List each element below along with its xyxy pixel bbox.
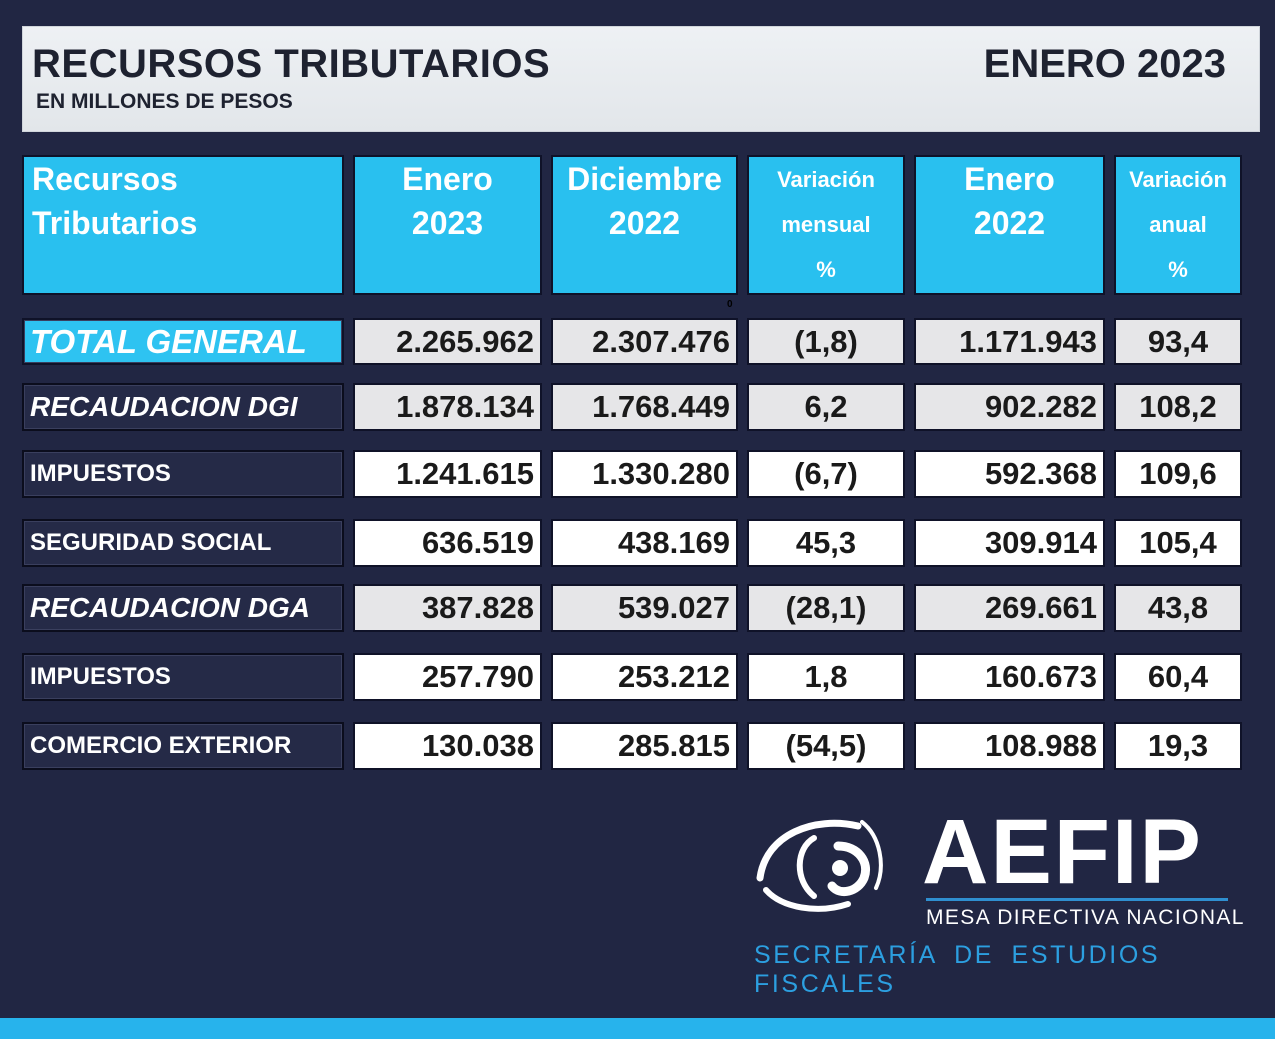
cell-var-mensual: (6,7) [747, 450, 905, 498]
logo-wordmark: AEFIP [922, 801, 1203, 903]
cell-ene2023: 2.265.962 [353, 318, 542, 365]
col-header-enero-2022: Enero 2022 [914, 155, 1105, 295]
row-label-recaudacion-dga: RECAUDACION DGA [22, 584, 344, 632]
col-header-line1: Enero [964, 161, 1055, 197]
cell-dic2022: 285.815 [551, 722, 738, 770]
cell-var-anual: 108,2 [1114, 383, 1242, 431]
col-header-line2: mensual [781, 212, 871, 237]
col-header-variacion-anual: Variación anual % [1114, 155, 1242, 295]
secretaria-label: SECRETARÍA DE ESTUDIOS FISCALES [754, 941, 1161, 998]
cell-dic2022: 539.027 [551, 584, 738, 632]
cell-ene2023: 387.828 [353, 584, 542, 632]
cell-ene2023: 1.878.134 [353, 383, 542, 431]
row-label-total-general: TOTAL GENERAL [22, 318, 344, 365]
cell-var-mensual: (54,5) [747, 722, 905, 770]
page-title: RECURSOS TRIBUTARIOS [32, 42, 551, 86]
col-header-line1: Recursos [32, 161, 178, 197]
cell-ene2023: 257.790 [353, 653, 542, 701]
cell-dic2022: 438.169 [551, 519, 738, 567]
col-header-line1: Diciembre [567, 161, 722, 197]
col-header-line2: Tributarios [32, 205, 198, 241]
row-label-recaudacion-dgi: RECAUDACION DGI [22, 383, 344, 431]
col-header-enero-2023: Enero 2023 [353, 155, 542, 295]
cell-var-anual: 60,4 [1114, 653, 1242, 701]
aefip-eye-logo-icon [756, 819, 883, 912]
col-header-line2: 2023 [411, 205, 484, 241]
cell-ene2023: 130.038 [353, 722, 542, 770]
period-label: ENERO 2023 [983, 42, 1226, 86]
title-banner: RECURSOS TRIBUTARIOS EN MILLONES DE PESO… [22, 26, 1260, 132]
cell-dic2022: 253.212 [551, 653, 738, 701]
col-header-line1: Enero [402, 161, 493, 197]
bottom-accent-bar [0, 1018, 1275, 1039]
cell-var-mensual: 6,2 [747, 383, 905, 431]
col-header-recursos: Recursos Tributarios [22, 155, 344, 295]
col-header-line2: anual [1149, 212, 1207, 237]
cell-ene2022: 592.368 [914, 450, 1105, 498]
cell-dic2022: 1.330.280 [551, 450, 738, 498]
cell-ene2022: 108.988 [914, 722, 1105, 770]
logo-subtitle: MESA DIRECTIVA NACIONAL [926, 906, 1245, 929]
stray-mark: 0 [727, 299, 733, 310]
cell-ene2022: 160.673 [914, 653, 1105, 701]
cell-var-mensual: 1,8 [747, 653, 905, 701]
cell-ene2022: 1.171.943 [914, 318, 1105, 365]
cell-var-mensual: (1,8) [747, 318, 905, 365]
logo-divider [926, 898, 1228, 901]
cell-ene2023: 636.519 [353, 519, 542, 567]
cell-dic2022: 2.307.476 [551, 318, 738, 365]
cell-var-anual: 19,3 [1114, 722, 1242, 770]
cell-ene2022: 269.661 [914, 584, 1105, 632]
row-label-comercio-exterior: COMERCIO EXTERIOR [22, 722, 344, 770]
col-header-line3: % [816, 257, 836, 282]
row-label-seguridad-social: SEGURIDAD SOCIAL [22, 519, 344, 567]
col-header-diciembre-2022: Diciembre 2022 [551, 155, 738, 295]
row-label-impuestos-dga: IMPUESTOS [22, 653, 344, 701]
cell-var-anual: 105,4 [1114, 519, 1242, 567]
cell-var-mensual: 45,3 [747, 519, 905, 567]
col-header-line1: Variación [1129, 167, 1227, 192]
col-header-variacion-mensual: Variación mensual % [747, 155, 905, 295]
page-subtitle: EN MILLONES DE PESOS [36, 90, 293, 113]
cell-dic2022: 1.768.449 [551, 383, 738, 431]
cell-ene2022: 902.282 [914, 383, 1105, 431]
cell-ene2022: 309.914 [914, 519, 1105, 567]
col-header-line2: 2022 [608, 205, 681, 241]
col-header-line3: % [1168, 257, 1188, 282]
cell-var-anual: 109,6 [1114, 450, 1242, 498]
cell-var-mensual: (28,1) [747, 584, 905, 632]
cell-var-anual: 93,4 [1114, 318, 1242, 365]
row-label-impuestos-dgi: IMPUESTOS [22, 450, 344, 498]
col-header-line2: 2022 [973, 205, 1046, 241]
col-header-line1: Variación [777, 167, 875, 192]
cell-var-anual: 43,8 [1114, 584, 1242, 632]
cell-ene2023: 1.241.615 [353, 450, 542, 498]
